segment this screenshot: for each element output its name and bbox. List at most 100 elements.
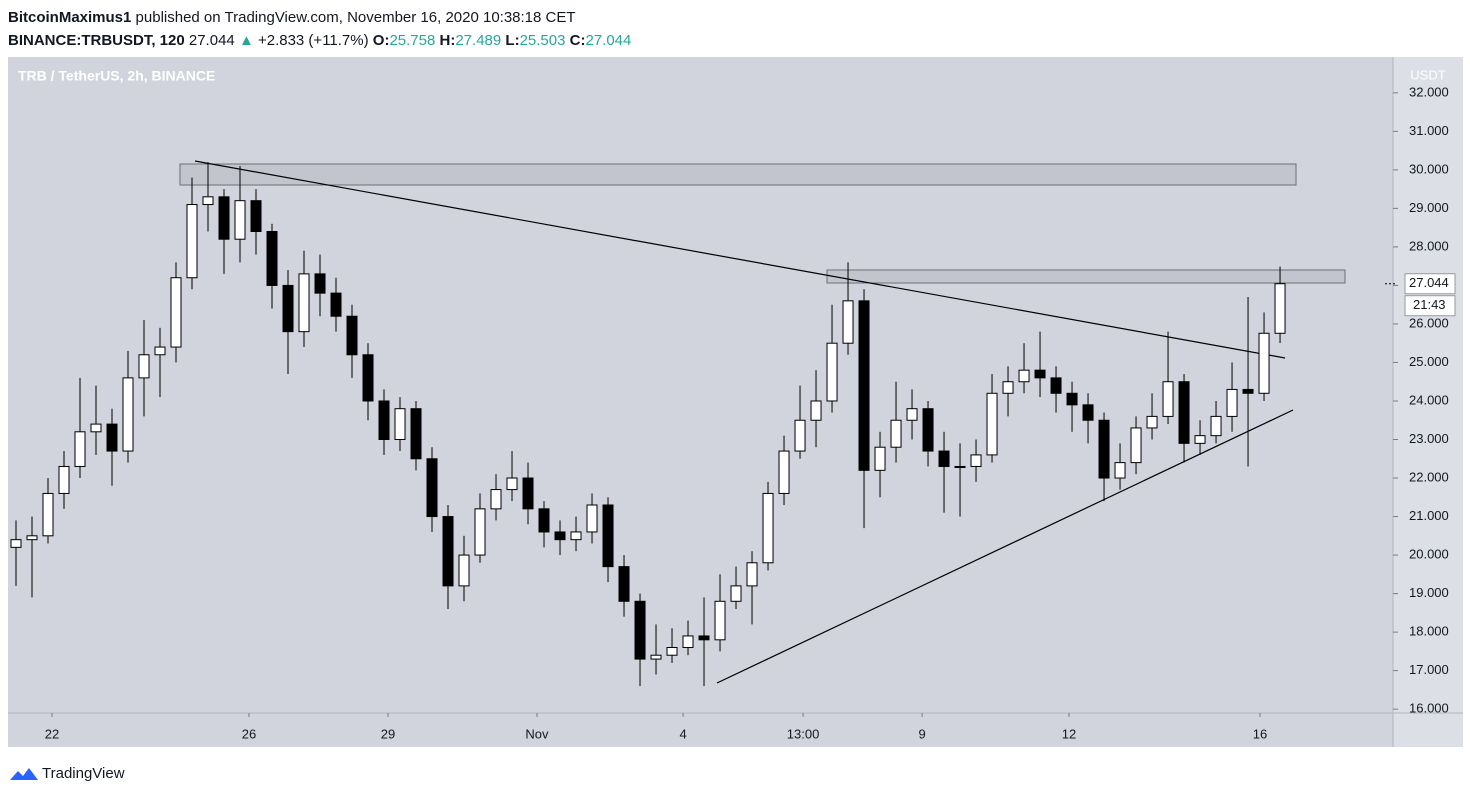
c-value: 27.044 [585,32,632,49]
y-tick-label: 26.000 [1409,315,1449,330]
candle-body [1178,381,1190,444]
candle-body [1194,435,1206,444]
candle-body [874,446,886,471]
x-tick-label: 26 [242,726,256,741]
y-tick-label: 22.000 [1409,469,1449,484]
x-tick-label: 12 [1062,726,1076,741]
candle-body [554,531,566,541]
y-tick-label: 23.000 [1409,431,1449,446]
candle-body [762,492,774,564]
candle-body [938,450,950,467]
candle-body [970,454,982,467]
candle-body [922,408,934,452]
candle-body [394,408,406,441]
candle-body [58,465,70,494]
resistance-zone [826,269,1346,284]
candle-body [10,539,22,548]
candle-body [1002,381,1014,394]
candle-body [1146,415,1158,429]
candle-body [1034,369,1046,379]
y-tick-label: 20.000 [1409,547,1449,562]
h-value: 27.489 [455,32,502,49]
symbol: BINANCE:TRBUSDT, 120 [8,32,185,49]
h-label: H: [439,32,456,49]
candle-body [714,600,726,641]
candle-body [186,204,198,279]
candle-body [1274,283,1286,334]
o-label: O: [372,32,390,49]
candle-body [442,516,454,587]
candle-body [362,354,374,402]
candle-body [698,635,710,641]
candle-body [602,504,614,568]
candle-body [154,346,166,356]
candle-body [586,504,598,533]
y-tick-label: 19.000 [1409,585,1449,600]
published: published on TradingView.com, November 1… [131,9,576,26]
l-label: L: [505,32,520,49]
chart-title: TRB / TetherUS, 2h, BINANCE [18,68,215,84]
y-tick-label: 18.000 [1409,624,1449,639]
candle-body [906,408,918,421]
price-axis-bg [1393,57,1463,747]
candle-body [138,354,150,379]
candle-body [986,392,998,456]
candle-body [730,585,742,602]
quote-line: BINANCE:TRBUSDT, 120 27.044 ▲ +2.833 (+1… [8,29,631,52]
candle-body [26,535,38,541]
candle-body [650,654,662,660]
candle-body [618,566,630,602]
candle-body [298,273,310,333]
candle-body [266,230,278,286]
y-tick-label: 28.000 [1409,238,1449,253]
candle-body [778,450,790,494]
candle-body [522,477,534,510]
candle-body [490,489,502,510]
candle-body [458,554,470,587]
candle-body [378,400,390,441]
candle-body [1066,392,1078,406]
x-tick-label: 29 [381,726,395,741]
candle-body [570,531,582,541]
y-tick-label: 30.000 [1409,161,1449,176]
x-tick-label: 16 [1253,726,1267,741]
ascending-trendline [716,409,1294,684]
candle-body [538,508,550,533]
x-tick-label: 9 [918,726,925,741]
candle-body [42,492,54,537]
candle-body [1242,388,1254,394]
candle-body [794,419,806,452]
resistance-zone [179,163,1297,186]
candle-body [954,465,966,468]
y-tick-label: 24.000 [1409,392,1449,407]
header: BitcoinMaximus1 published on TradingView… [8,6,631,52]
countdown-tag [1404,295,1456,317]
candle-body [90,423,102,433]
candle-body [426,458,438,518]
candle-body [346,315,358,356]
candle-body [1162,381,1174,417]
candle-body [506,477,518,491]
candle-body [826,342,838,402]
candle-body [634,600,646,660]
countdown: 21:43 [1413,297,1446,312]
candle-body [1018,369,1030,383]
candle-body [282,284,294,333]
x-tick-label: 13:00 [787,726,820,741]
candle-body [842,300,854,344]
candle-body [1082,404,1094,421]
o-value: 25.758 [389,32,436,49]
candle-body [1098,419,1110,479]
candle-body [410,408,422,460]
y-tick-label: 29.000 [1409,200,1449,215]
x-tick-label: Nov [525,726,549,741]
candle-body [858,300,870,471]
author: BitcoinMaximus1 [8,9,132,26]
y-tick-label: 25.000 [1409,354,1449,369]
y-axis-label: USDT [1410,67,1445,82]
candle-body [234,200,246,240]
l-value: 25.503 [519,32,566,49]
candle-body [314,273,326,294]
last: 27.044 [188,32,235,49]
x-tick-label: 22 [45,726,59,741]
